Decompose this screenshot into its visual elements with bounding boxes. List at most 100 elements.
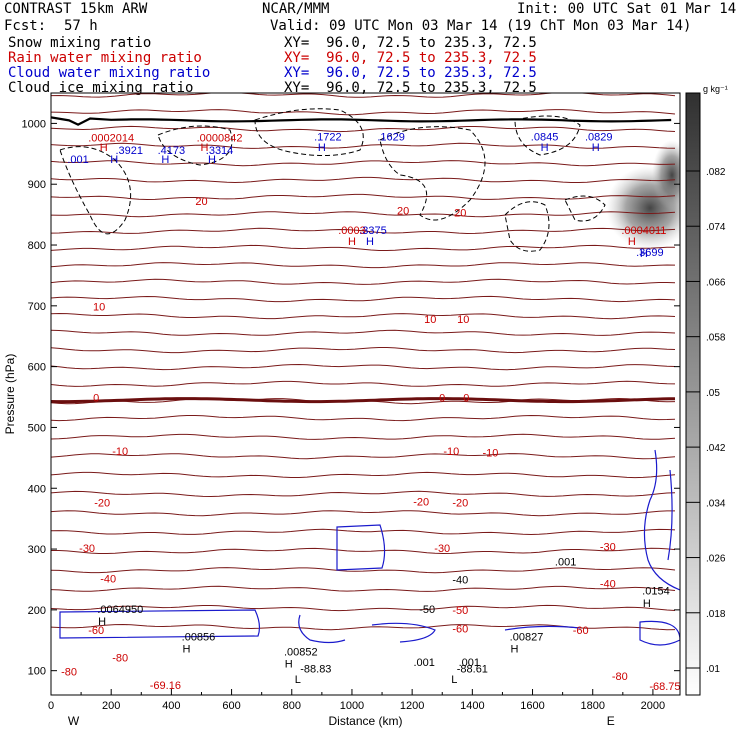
y-tick-label: 300	[28, 544, 46, 556]
x-tick-label: 400	[162, 700, 180, 712]
field-name-cloud-water: Cloud water mixing ratio	[8, 65, 211, 81]
isotherm-line	[51, 380, 676, 387]
chart-annotation: -88.61	[457, 664, 488, 676]
cloud-ice-contour	[504, 201, 550, 252]
chart-annotation: .0154	[642, 586, 670, 598]
chart-annotation: 0	[439, 392, 445, 404]
chart-annotation: .001	[413, 657, 434, 669]
chart-annotation: .0002014	[88, 133, 134, 145]
chart-annotation: H	[98, 616, 106, 628]
chart-annotation: -60	[88, 625, 104, 637]
chart-annotation: 20	[195, 196, 207, 208]
cloud-ice-contour	[157, 125, 233, 166]
isotherm-line	[51, 125, 676, 133]
isotherm-line	[51, 547, 676, 555]
freezing-level-line	[51, 397, 676, 404]
cloud-water-contour	[336, 524, 386, 571]
chart-annotation: H	[640, 248, 648, 260]
chart-annotation: H	[318, 142, 326, 154]
snow-shading	[606, 140, 680, 250]
chart-annotation: -88.83	[300, 664, 331, 676]
x-tick-label: 800	[283, 700, 301, 712]
isotherm-line	[51, 433, 676, 440]
chart-annotation: .4173	[158, 145, 186, 157]
chart-annotation: 10	[457, 314, 469, 326]
chart-annotation: -80	[112, 653, 128, 665]
field-xy-cloud-water: XY= 96.0, 72.5 to 235.3, 72.5	[284, 65, 537, 81]
forecast-label: Fcst:	[4, 18, 47, 34]
isotherm-line	[51, 93, 676, 98]
isotherm-line	[51, 211, 676, 218]
chart-annotation: H	[510, 643, 518, 655]
chart-annotation: -60	[573, 625, 589, 637]
chart-annotation: 20	[397, 206, 409, 218]
forecast-hour: 57 h	[64, 18, 98, 34]
chart-annotation: .001	[67, 154, 88, 166]
chart-annotation: -30	[79, 543, 95, 555]
chart-annotation: H	[285, 659, 293, 671]
chart-annotation: .001	[459, 657, 480, 669]
chart-annotation: H	[201, 142, 209, 154]
chart-annotation: -10	[443, 446, 459, 458]
chart-annotation: .3921	[115, 145, 143, 157]
x-axis-title: Distance (km)	[328, 714, 402, 728]
cloud-ice-contour	[564, 195, 606, 222]
chart-annotation: .0004011	[621, 225, 666, 237]
colorbar-tick-label: .074	[706, 222, 726, 233]
chart-annotation: 0	[463, 392, 469, 404]
chart-annotation: -50	[452, 605, 468, 617]
chart-annotation: -10	[112, 446, 128, 458]
cloud-ice-contour	[59, 146, 132, 235]
colorbar-tick-label: .026	[706, 554, 726, 565]
chart-annotation: H	[348, 236, 356, 248]
x-tick-label: 600	[222, 700, 240, 712]
cloud-water-contour	[667, 469, 673, 561]
cloud-ice-contour	[254, 108, 364, 157]
isotherm-line	[51, 109, 676, 116]
isotherm-line	[51, 312, 676, 320]
chart-annotation: -30	[434, 543, 450, 555]
cloud-water-contour	[504, 625, 581, 631]
chart-annotation: -80	[61, 667, 77, 679]
isotherm-line	[51, 278, 676, 285]
field-name-snow: Snow mixing ratio	[8, 35, 152, 51]
organization-label: NCAR/MMM	[262, 1, 330, 17]
y-tick-label: 100	[28, 666, 46, 678]
colorbar-tick-label: .058	[706, 333, 726, 344]
y-axis-title: Pressure (hPa)	[3, 354, 17, 435]
chart-annotation: -10	[482, 448, 498, 460]
colorbar-scale	[685, 92, 701, 696]
chart-annotation: .1629	[377, 131, 405, 143]
chart-annotation: H	[110, 154, 118, 166]
isotherm-line	[51, 414, 676, 422]
snow-maximum-shade	[606, 166, 680, 250]
colorbar-tick-label: .042	[706, 443, 726, 454]
field-xy-snow: XY= 96.0, 72.5 to 235.3, 72.5	[284, 35, 537, 51]
y-tick-label: 200	[28, 605, 46, 617]
cloud-ice-contour	[514, 115, 581, 156]
isotherm-line	[51, 193, 676, 201]
isotherm-line	[51, 528, 676, 536]
x-tick-label: 200	[102, 700, 120, 712]
colorbar-tick-label: .034	[706, 498, 726, 509]
chart-annotation: .3699	[636, 247, 664, 259]
colorbar-tick-label: .082	[706, 167, 726, 178]
y-tick-label: 1000	[22, 118, 46, 130]
y-tick-label: 800	[28, 240, 46, 252]
chart-annotation: .001	[555, 556, 576, 568]
chart-annotation: H	[161, 154, 169, 166]
model-title: CONTRAST 15km ARW	[4, 1, 148, 17]
chart-annotation: H	[208, 154, 216, 166]
chart-annotation: H	[541, 142, 549, 154]
west-label: W	[68, 714, 80, 728]
chart-annotation: -40	[452, 575, 468, 587]
chart-annotation: .0829	[585, 131, 613, 143]
chart-annotation: 10	[424, 314, 436, 326]
isotherm-line	[51, 329, 676, 336]
plot-frame	[50, 92, 681, 696]
chart-annotation: H	[628, 236, 636, 248]
chart-annotation: .00856	[182, 631, 216, 643]
chart-annotation: .3375	[359, 225, 387, 237]
field-xy-rain: XY= 96.0, 72.5 to 235.3, 72.5	[284, 50, 537, 66]
